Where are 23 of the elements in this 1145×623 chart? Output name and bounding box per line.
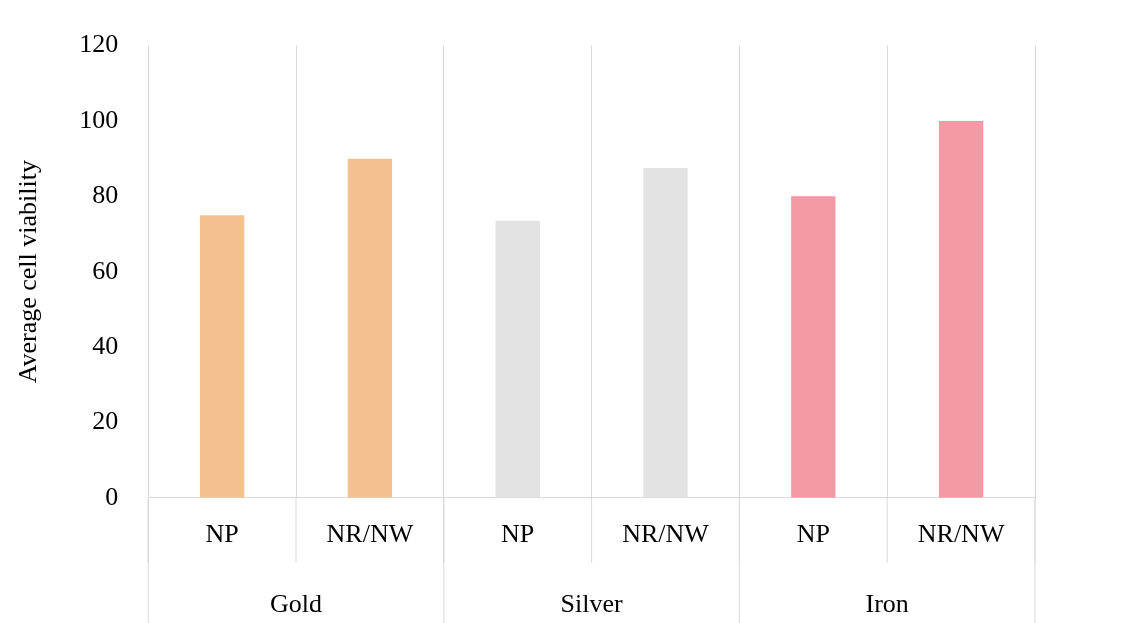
x-tick-label: NR/NW [326,519,414,549]
y-axis-title: Average cell viability [13,160,43,384]
bar [495,220,540,498]
text: Silver [560,588,623,618]
bar [347,158,393,498]
y-tick-label: 60 [92,255,119,285]
y-tick-label: 120 [79,29,119,59]
text: Gold [270,588,322,618]
bar [791,196,836,498]
y-tick-label: 80 [92,180,119,210]
y-tick-label: 20 [92,406,119,436]
text: Iron [865,588,909,618]
x-tick-label: NR/NW [917,519,1005,549]
y-tick-label: 40 [92,330,119,360]
y-tick-label: 0 [105,481,119,511]
bar [643,168,688,498]
x-tick-label: NP [205,519,239,549]
bar [938,120,984,498]
x-tick-label: NP [501,519,535,549]
y-tick-label: 100 [79,104,119,134]
x-tick-label: NP [796,519,830,549]
bar [199,215,245,498]
x-tick-label: NR/NW [622,519,710,549]
